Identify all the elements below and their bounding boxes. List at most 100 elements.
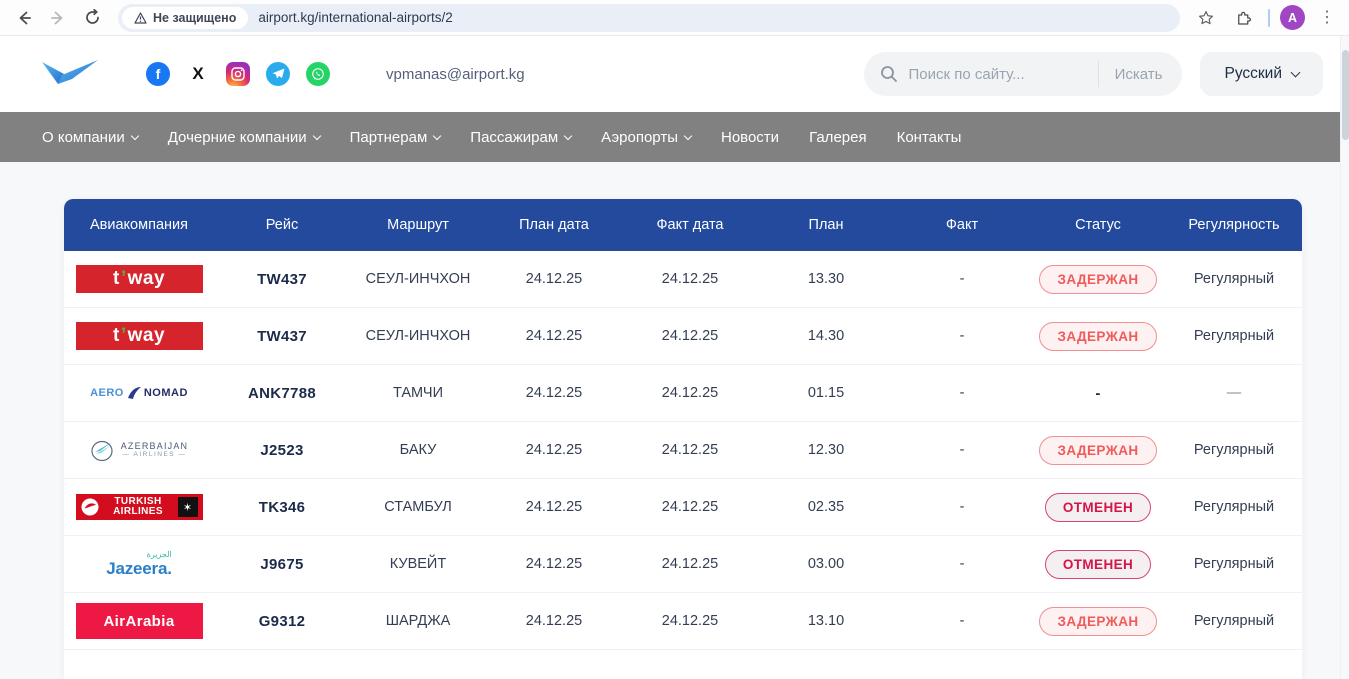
security-chip[interactable]: Не защищено: [122, 6, 249, 29]
fact-date: 24.12.25: [661, 499, 719, 515]
logo-text: t: [112, 268, 120, 289]
logo-text: AZERBAIJAN: [120, 441, 189, 452]
status-cell: -: [1030, 385, 1166, 402]
regularity: Регулярный: [1193, 499, 1275, 515]
status-empty: -: [1095, 384, 1101, 402]
url-text: airport.kg/international-airports/2: [258, 10, 453, 25]
fact-date: 24.12.25: [661, 271, 719, 287]
nav-item-label: Новости: [720, 128, 780, 146]
nav-item-8[interactable]: Контакты: [897, 129, 962, 146]
airline-logo-cell: t’ way: [64, 322, 214, 350]
whatsapp-icon[interactable]: [306, 62, 330, 86]
logo-text: way: [127, 325, 166, 346]
logo-text: — AIRLINES —: [122, 451, 187, 459]
logo-text-block: AZERBAIJAN — AIRLINES —: [121, 441, 189, 459]
flight-number: ANK7788: [248, 384, 316, 402]
flight-number: TW437: [257, 327, 307, 345]
logo-text: AIRLINES: [113, 506, 163, 517]
column-header-2: Рейс: [265, 217, 299, 233]
logo-text: NOMAD: [143, 387, 188, 399]
column-header-4: План дата: [519, 217, 589, 233]
logo-text: AERO: [90, 387, 124, 399]
extensions-button[interactable]: [1230, 4, 1258, 32]
forward-arrow-icon: [51, 11, 63, 24]
chevron-down-icon: [563, 131, 573, 140]
logo-text: AirArabia: [103, 612, 175, 630]
fact-time: -: [959, 556, 965, 572]
airline-logo-air-arabia: AirArabia: [75, 603, 203, 639]
social-links: f X: [146, 62, 330, 86]
site-search: Искать: [864, 52, 1183, 96]
table-row: AZERBAIJAN — AIRLINES — J2523 БАКУ 24.12.…: [64, 422, 1302, 479]
contact-email[interactable]: vpmanas@airport.kg: [386, 65, 525, 83]
fact-time: -: [959, 385, 965, 401]
language-selector[interactable]: Русский: [1200, 52, 1323, 96]
column-header-8: Статус: [1075, 217, 1121, 233]
plan-date: 24.12.25: [525, 442, 583, 458]
column-header-9: Регулярность: [1188, 217, 1280, 233]
column-header-3: Маршрут: [387, 217, 449, 233]
star-alliance-icon: ✶: [177, 497, 198, 517]
back-arrow-icon: [19, 11, 31, 24]
column-header-5: Факт дата: [656, 217, 724, 233]
airline-logo-aero-nomad: AERO NOMAD: [90, 386, 188, 400]
facebook-icon[interactable]: f: [146, 62, 170, 86]
nav-item-label: Аэропорты: [601, 128, 678, 146]
nav-item-1[interactable]: О компании: [42, 129, 139, 146]
reload-button[interactable]: [78, 4, 106, 32]
search-input[interactable]: [908, 65, 1098, 83]
nav-item-4[interactable]: Пассажирам: [470, 129, 573, 146]
status-cell: ОТМЕНЕН: [1030, 492, 1166, 522]
browser-menu-button[interactable]: ⋮: [1319, 8, 1335, 26]
instagram-icon[interactable]: [226, 62, 250, 86]
plan-time: 14.30: [807, 328, 845, 344]
bookmark-button[interactable]: [1192, 4, 1220, 32]
nav-item-7[interactable]: Галерея: [809, 129, 867, 146]
flights-table: Авиакомпания Рейс Маршрут План дата Факт дат…: [64, 199, 1302, 679]
fact-time: -: [959, 328, 965, 344]
airline-logo-cell: AERO NOMAD: [64, 386, 214, 400]
nav-item-label: Галерея: [809, 128, 867, 146]
flight-number: G9312: [258, 612, 306, 630]
scrollbar-thumb[interactable]: [1342, 50, 1349, 140]
instagram-camera-glyph: [231, 67, 245, 81]
fact-time: -: [959, 499, 965, 515]
logo-text: Jazeera.: [106, 559, 172, 578]
plan-time: 03.00: [807, 556, 845, 572]
address-bar[interactable]: Не защищено airport.kg/international-air…: [118, 3, 1180, 32]
nav-item-6[interactable]: Новости: [721, 129, 779, 146]
chevron-down-icon: [433, 131, 442, 140]
airport-logo[interactable]: [38, 54, 102, 94]
airline-logo-cell: الجزيرة Jazeera.: [64, 551, 214, 578]
nav-item-5[interactable]: Аэропорты: [601, 128, 693, 146]
toolbar-divider: [1268, 8, 1270, 27]
x-twitter-icon[interactable]: X: [192, 64, 204, 83]
route: БАКУ: [399, 442, 437, 458]
back-button[interactable]: [10, 4, 38, 32]
search-icon: [881, 66, 898, 82]
airline-logo-jazeera: الجزيرة Jazeera.: [106, 551, 172, 578]
flight-number: TW437: [257, 270, 307, 288]
warning-triangle-icon: [134, 11, 147, 24]
column-header-1: Авиакомпания: [90, 217, 188, 233]
chevron-down-icon: [130, 131, 139, 140]
regularity: Регулярный: [1193, 556, 1275, 572]
chevron-down-icon: [312, 131, 321, 140]
table-row: AirArabia G9312 ШАРДЖА 24.12.25 24.12.25…: [64, 593, 1302, 650]
route: СТАМБУЛ: [384, 499, 452, 515]
whatsapp-phone-glyph: [312, 68, 324, 80]
nav-item-2[interactable]: Дочерние компании: [168, 129, 321, 146]
language-label: Русский: [1224, 65, 1282, 82]
search-button[interactable]: Искать: [1099, 66, 1179, 83]
telegram-icon[interactable]: [266, 62, 290, 86]
forward-button[interactable]: [44, 4, 72, 32]
flight-number: J2523: [260, 441, 304, 459]
nav-item-3[interactable]: Партнерам: [350, 129, 442, 146]
page-scrollbar[interactable]: [1340, 36, 1349, 679]
puzzle-icon: [1238, 11, 1251, 25]
logo-apostrophe: ’: [120, 325, 127, 346]
route: ШАРДЖА: [385, 613, 451, 629]
regularity: Регулярный: [1193, 442, 1275, 458]
status-badge: ЗАДЕРЖАН: [1039, 435, 1157, 465]
profile-avatar[interactable]: A: [1280, 5, 1305, 30]
